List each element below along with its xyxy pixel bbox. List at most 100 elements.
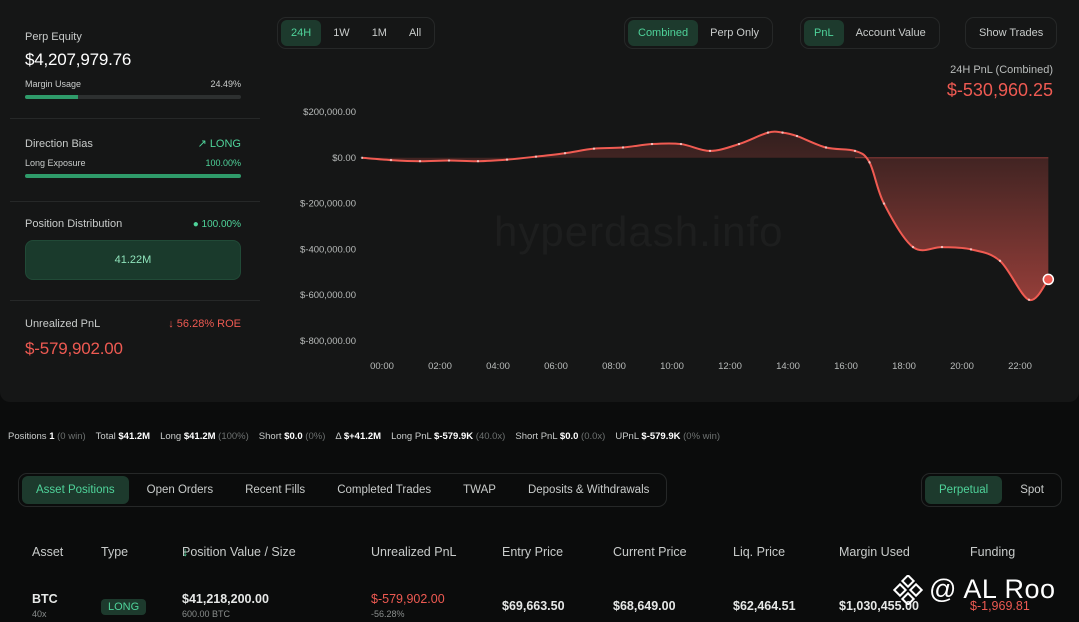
data-point <box>795 134 799 138</box>
tab-twap[interactable]: TWAP <box>463 484 496 496</box>
binance-logo-icon <box>893 574 923 605</box>
x-tick-label: 20:00 <box>950 361 974 372</box>
tab-1w[interactable]: 1W <box>333 27 350 39</box>
perp-equity-value: $4,207,979.76 <box>25 50 132 69</box>
position-distribution-bar[interactable]: 41.22M <box>25 240 241 280</box>
position-distribution-label: Position Distribution <box>25 218 123 230</box>
col-liq-price[interactable]: Liq. Price <box>733 545 786 559</box>
cell-funding: $-1,969.81 <box>970 599 1030 613</box>
col-type[interactable]: Type <box>101 545 129 559</box>
metric-tabs: PnL Account Value <box>800 17 940 49</box>
tab-completed-trades[interactable]: Completed Trades <box>337 484 432 496</box>
x-tick-label: 08:00 <box>602 361 626 372</box>
direction-bias-label: Direction Bias <box>25 137 93 150</box>
data-point <box>534 155 538 158</box>
tab-spot[interactable]: Spot <box>1020 484 1044 496</box>
summary-long-pnl: Long PnL $-579.9K (40.0x) <box>391 431 506 442</box>
y-tick-label: $200,000.00 <box>303 107 356 118</box>
tab-pnl[interactable]: PnL <box>804 20 844 46</box>
position-distribution-block: Position Distribution ● 100.00% 41.22M <box>25 218 241 280</box>
summary-total: Total $41.2M <box>95 431 151 442</box>
tab-1m[interactable]: 1M <box>371 27 387 39</box>
roe-wrap: ↓ 56.28% ROE <box>168 318 241 330</box>
col-asset[interactable]: Asset <box>32 545 64 559</box>
y-tick-label: $-400,000.00 <box>300 244 356 255</box>
x-tick-label: 10:00 <box>660 361 684 372</box>
tab-combined[interactable]: Combined <box>628 20 699 46</box>
tab-perp-only[interactable]: Perp Only <box>710 27 760 39</box>
data-point <box>476 160 480 163</box>
data-point <box>621 146 625 149</box>
perp-equity-label: Perp Equity <box>25 31 82 43</box>
show-trades-button[interactable]: Show Trades <box>979 27 1044 39</box>
brand-text: @ AL Roo <box>929 574 1056 604</box>
table-row[interactable]: BTC 40x LONG $41,218,200.00 600.00 BTC $… <box>0 592 1079 622</box>
trend-up-icon: ↗ <box>197 138 207 150</box>
col-funding[interactable]: Funding <box>970 545 1016 559</box>
tab-24h[interactable]: 24H <box>281 20 322 46</box>
account-overview-panel: Perp Equity $4,207,979.76 Margin Usage 2… <box>0 0 1070 402</box>
tab-asset-positions[interactable]: Asset Positions <box>22 476 129 504</box>
margin-usage-bar <box>25 95 241 99</box>
data-point <box>1027 298 1031 301</box>
position-distribution-amount: 41.22M <box>114 254 152 266</box>
long-exposure-label: Long Exposure <box>25 158 86 168</box>
summary-positions: Positions 1 (0 win) <box>8 431 86 442</box>
data-point <box>389 158 393 162</box>
x-tick-label: 04:00 <box>486 361 510 372</box>
data-point <box>766 131 770 134</box>
y-tick-label: $0.00 <box>332 153 356 164</box>
position-distribution-pct: 100.00% <box>201 218 241 230</box>
direction-bias-block: Direction Bias ↗ LONG Long Exposure 100.… <box>25 137 241 178</box>
divider <box>10 118 260 119</box>
stats-column: Perp Equity $4,207,979.76 Margin Usage 2… <box>0 0 262 402</box>
cell-asset: BTC 40x <box>32 592 58 619</box>
long-exposure-fill <box>25 174 241 178</box>
pnl-chart[interactable]: $200,000.00 $0.00 $-200,000.00 $-400,000.00… <box>280 96 1070 381</box>
data-point <box>998 259 1002 263</box>
summary-long: Long $41.2M (100%) <box>160 431 249 442</box>
show-trades-group: Show Trades <box>965 17 1058 49</box>
cell-current-price: $68,649.00 <box>613 599 676 613</box>
data-point <box>737 142 741 146</box>
tab-open-orders[interactable]: Open Orders <box>146 484 214 496</box>
direction-bias-value-wrap: ↗ LONG <box>198 137 241 150</box>
unrealized-pnl-label: Unrealized PnL <box>25 318 101 330</box>
col-unrealized-pnl[interactable]: Unrealized PnL <box>371 545 457 559</box>
margin-usage-label: Margin Usage <box>25 79 82 89</box>
data-point <box>781 131 784 134</box>
current-value-marker[interactable] <box>1042 273 1055 286</box>
col-current-price[interactable]: Current Price <box>613 545 687 559</box>
y-tick-label: $-800,000.00 <box>300 336 356 347</box>
summary-upnl: UPnL $-579.9K (0% win) <box>615 431 721 442</box>
data-point <box>447 159 451 162</box>
margin-usage-value: 24.49% <box>210 79 241 89</box>
x-tick-label: 14:00 <box>776 361 800 372</box>
unrealized-pnl-roe: 56.28% ROE <box>176 318 241 330</box>
tab-account-value[interactable]: Account Value <box>855 27 926 39</box>
positions-tabs: Asset Positions Open Orders Recent Fills… <box>18 473 668 507</box>
dot-icon: ● <box>192 218 199 230</box>
tab-recent-fills[interactable]: Recent Fills <box>245 484 306 496</box>
tab-deposits-withdrawals[interactable]: Deposits & Withdrawals <box>527 484 650 496</box>
summary-short-pnl: Short PnL $0.0 (0.0x) <box>515 431 606 442</box>
data-point <box>418 160 422 163</box>
divider <box>10 201 260 202</box>
x-tick-label: 16:00 <box>834 361 858 372</box>
x-tick-label: 12:00 <box>718 361 742 372</box>
data-point <box>882 202 886 205</box>
arrow-down-icon: ↓ <box>168 318 174 330</box>
unrealized-pnl-value: $-579,902.00 <box>25 339 123 358</box>
position-distribution-pct-wrap: ● 100.00% <box>193 219 241 230</box>
pnl-header-label: 24H PnL (Combined) <box>950 64 1053 76</box>
tab-all[interactable]: All <box>408 27 422 39</box>
cell-type: LONG <box>101 599 147 615</box>
tab-perpetual[interactable]: Perpetual <box>925 476 1003 504</box>
x-tick-label: 00:00 <box>370 361 394 372</box>
sort-down-icon: ↓ <box>182 545 189 559</box>
col-margin-used[interactable]: Margin Used <box>839 545 910 559</box>
x-tick-label: 18:00 <box>892 361 916 372</box>
col-entry-price[interactable]: Entry Price <box>502 545 564 559</box>
divider <box>10 300 260 301</box>
cell-unrealized-pnl: $-579,902.00 -56.28% <box>371 592 445 619</box>
